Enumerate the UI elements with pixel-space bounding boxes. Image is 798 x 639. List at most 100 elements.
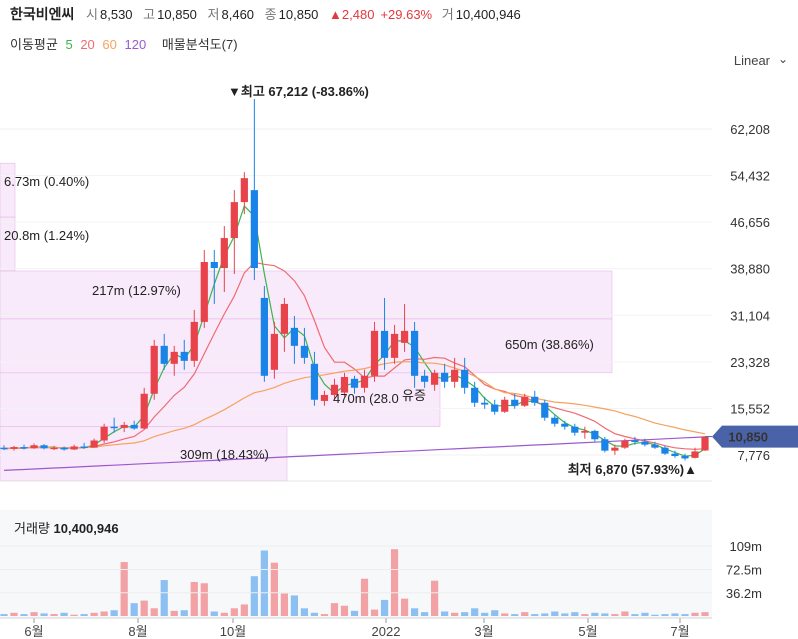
ma60-label[interactable]: 60	[102, 37, 117, 52]
candle-body	[160, 345, 168, 364]
candle-body	[240, 178, 248, 203]
indicator-legend: 이동평균 5 20 60 120 매물분석도(7)	[10, 34, 242, 53]
volume-bar	[250, 576, 258, 616]
candle-body	[320, 394, 329, 401]
candle-body	[380, 330, 389, 358]
high-value: 10,850	[157, 7, 197, 22]
candle-body	[70, 446, 78, 450]
candle-body	[661, 447, 669, 454]
volume-bar	[661, 614, 669, 616]
close-value: 10,850	[278, 7, 319, 22]
candle-body	[621, 440, 629, 448]
volume-bar	[310, 612, 319, 616]
volume-bar	[681, 614, 689, 616]
volume-bar	[551, 611, 559, 616]
max-price-label: ▼최고 67,212 (-83.86%)	[228, 84, 369, 99]
volume-bar	[671, 613, 679, 616]
y-tick-label: 31,104	[730, 308, 770, 323]
volume-bar	[330, 603, 339, 616]
volume-bar	[531, 614, 539, 616]
candle-body	[561, 423, 569, 427]
volume-bar	[511, 614, 519, 616]
volume-bar	[270, 562, 278, 616]
volume-bar	[130, 603, 138, 616]
volume-bar	[60, 612, 68, 616]
volume-bar	[210, 611, 218, 616]
volume-tick-label: 72.5m	[726, 562, 762, 577]
candle-body	[420, 375, 429, 382]
volume-profile-bar	[0, 162, 16, 218]
volume-bar	[80, 614, 88, 616]
candle-body	[441, 372, 449, 382]
volume-bar	[220, 612, 228, 616]
candle-body	[280, 303, 289, 334]
price-header: 한국비엔씨 시 8,530 고 10,850 저 8,460 종 10,850 ▲2,4…	[10, 4, 528, 24]
candle-body	[230, 202, 238, 239]
candle-body	[60, 447, 68, 450]
volume-profile-label: 6.73m (0.40%)	[4, 174, 89, 189]
candle-body	[300, 345, 309, 358]
volume-bar	[40, 613, 48, 616]
volume-bar	[30, 612, 38, 616]
ma-label[interactable]: 이동평균	[10, 37, 58, 52]
candle-body	[471, 387, 479, 403]
ma60-line	[3, 361, 706, 450]
x-tick-label: 2022	[372, 624, 401, 639]
candle-body	[611, 447, 619, 451]
volume-bar	[400, 598, 409, 616]
volume-title-value: 10,400,946	[53, 521, 119, 536]
candle-body	[190, 321, 198, 361]
candle-body	[691, 451, 699, 458]
low-value: 8,460	[221, 7, 255, 22]
low-label: 저	[207, 7, 220, 22]
volume-profile-label: 20.8m (1.24%)	[4, 228, 89, 243]
scale-toggle[interactable]: Linear	[733, 53, 770, 68]
volume-tick-label: 36.2m	[726, 586, 762, 601]
candle-body	[30, 445, 38, 449]
y-tick-label: 62,208	[730, 122, 770, 137]
volume-bar	[641, 612, 649, 616]
open-value: 8,530	[100, 7, 133, 22]
candle-body	[200, 262, 208, 322]
ma20-label[interactable]: 20	[80, 37, 95, 52]
ma120-label[interactable]: 120	[124, 37, 147, 52]
candle-body	[140, 393, 148, 429]
candle-body	[90, 440, 98, 448]
volume-bar	[431, 580, 439, 616]
volume-bar	[180, 610, 188, 616]
candle-body	[20, 447, 28, 449]
open-label: 시	[86, 7, 98, 22]
candle-body	[701, 436, 709, 451]
close-label: 종	[264, 7, 277, 22]
volume-bar	[200, 583, 208, 616]
candle-body	[250, 190, 258, 268]
candle-body	[80, 446, 88, 448]
candle-body	[541, 402, 549, 418]
x-tick-label: 8월	[128, 624, 147, 639]
candle-body	[110, 426, 118, 429]
volume-bar	[150, 608, 158, 616]
volume-bar	[240, 604, 248, 616]
volume-bar	[110, 610, 118, 616]
candle-body	[591, 430, 599, 440]
volume-profile-bar	[0, 318, 613, 374]
x-tick-label: 10월	[220, 624, 246, 639]
y-tick-label: 23,328	[730, 355, 770, 370]
volume-bar	[160, 580, 168, 616]
chevron-down-icon[interactable]: ⌄	[777, 52, 788, 66]
volume-bar	[370, 609, 379, 616]
volume-bar	[300, 608, 309, 616]
volume-bar	[471, 608, 479, 616]
candle-body	[10, 447, 18, 449]
candle-body	[0, 447, 8, 450]
volume-profile-label[interactable]: 매물분석도(7)	[161, 37, 238, 52]
candle-body	[581, 430, 589, 433]
change-pct: +29.63%	[380, 7, 433, 22]
volume-profile-label: 217m (12.97%)	[92, 283, 181, 298]
volume-bar	[621, 611, 629, 616]
ma120-line	[3, 436, 706, 471]
candle-body	[501, 399, 509, 412]
ma5-label[interactable]: 5	[65, 37, 73, 52]
y-tick-label: 54,432	[730, 169, 770, 184]
